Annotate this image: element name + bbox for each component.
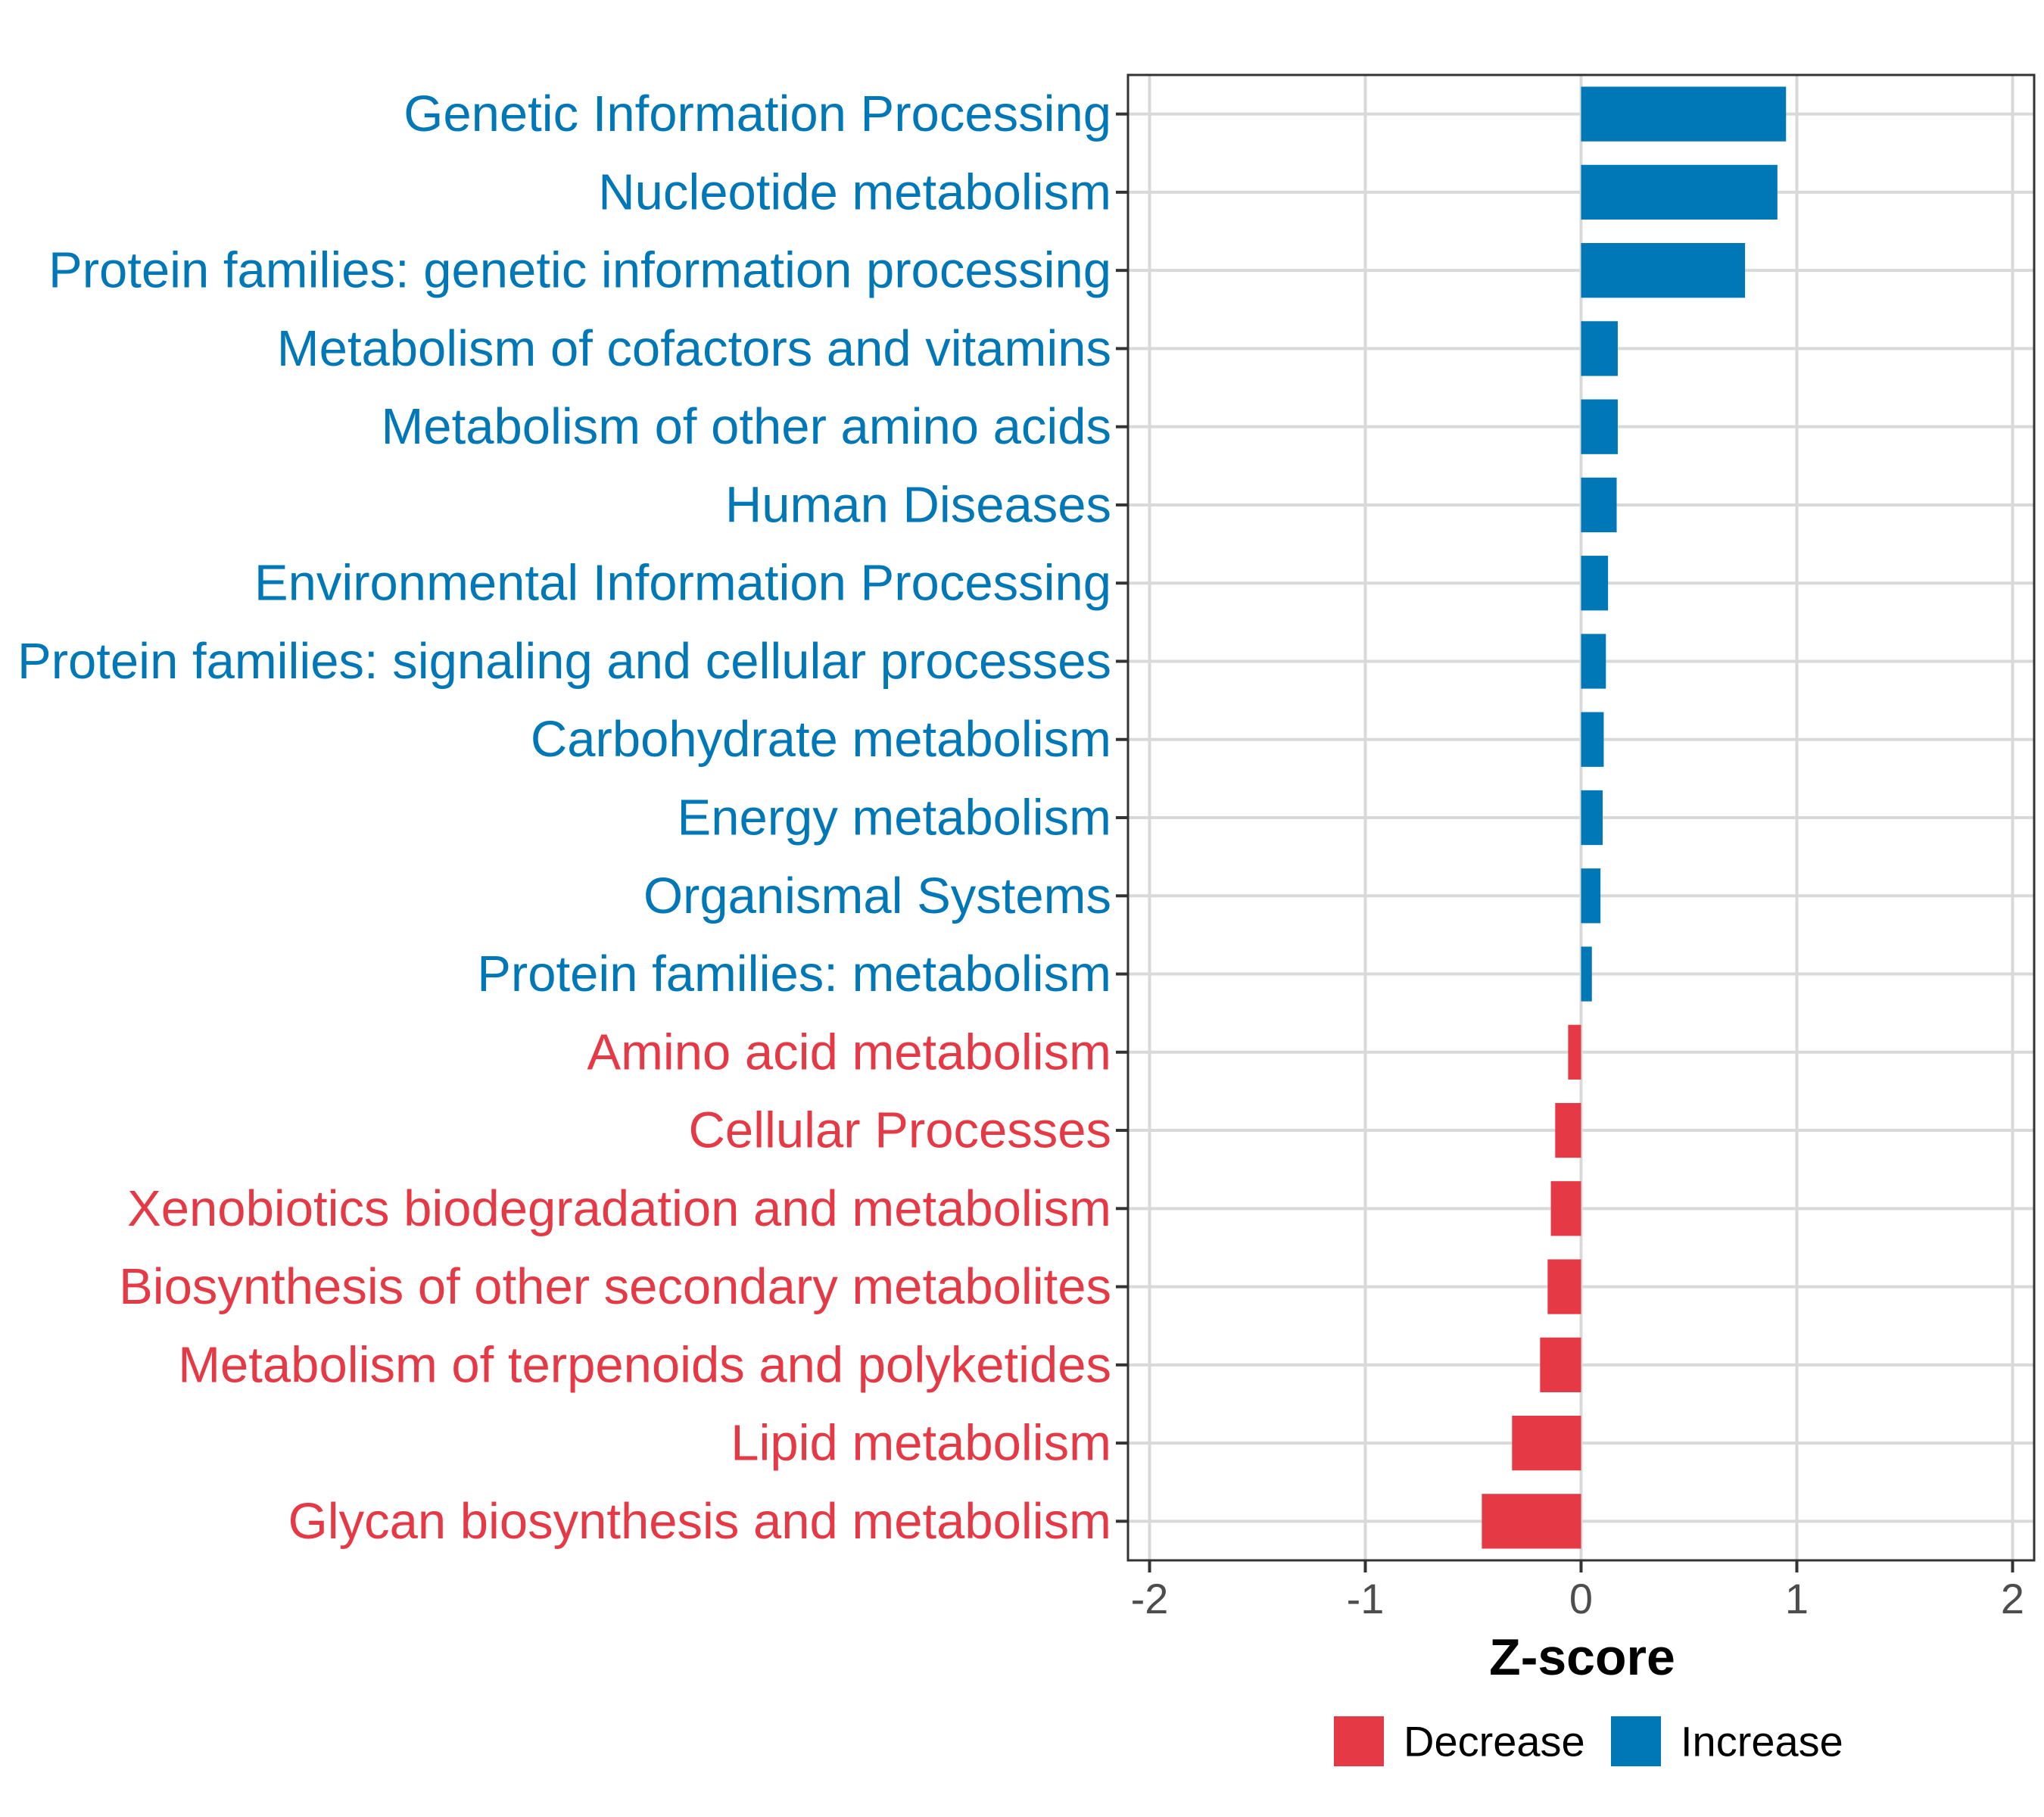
legend-swatch-decrease [1334,1716,1384,1766]
bar [1581,321,1618,376]
x-tick-label: 1 [1785,1575,1809,1622]
category-label: Biosynthesis of other secondary metaboli… [119,1258,1111,1315]
category-label: Protein families: metabolism [477,946,1111,1002]
bar [1581,790,1603,846]
legend-label-decrease: Decrease [1404,1718,1585,1766]
bar [1555,1102,1581,1158]
bar [1512,1415,1581,1471]
x-axis-tick-labels: -2 -1 0 1 2 [1131,1575,2024,1622]
category-label: Protein families: genetic information pr… [48,242,1111,299]
x-axis-title: Z-score [1489,1628,1675,1686]
legend-swatch-increase [1611,1716,1661,1766]
legend: Decrease Increase [1334,1716,1843,1766]
bar [1547,1259,1581,1314]
legend-label-increase: Increase [1681,1718,1843,1766]
category-label: Human Diseases [725,476,1111,533]
y-axis-ticks [1116,112,1128,1523]
x-tick-label: -2 [1131,1575,1169,1622]
category-label: Lipid metabolism [731,1415,1111,1472]
category-label: Metabolism of other amino acids [382,398,1112,455]
bar [1581,86,1787,142]
category-label: Glycan biosynthesis and metabolism [288,1493,1111,1550]
x-tick-label: -1 [1347,1575,1385,1622]
category-label: Metabolism of terpenoids and polyketides [178,1336,1111,1393]
category-label: Cellular Processes [688,1102,1111,1159]
category-label: Nucleotide metabolism [598,164,1111,220]
category-label: Genetic Information Processing [404,86,1111,142]
bar [1581,399,1618,454]
bar [1581,868,1601,924]
bar [1581,477,1617,533]
category-label: Xenobiotics biodegradation and metabolis… [127,1180,1111,1237]
bar [1581,634,1606,689]
bar [1581,243,1746,298]
x-axis-ticks [1148,1560,2014,1572]
bar [1550,1181,1581,1236]
bar [1581,946,1592,1002]
bar [1482,1494,1581,1549]
x-tick-label: 2 [2001,1575,2024,1622]
x-tick-label: 0 [1569,1575,1593,1622]
category-label: Carbohydrate metabolism [531,711,1111,768]
category-label: Metabolism of cofactors and vitamins [277,320,1111,377]
category-label: Environmental Information Processing [254,555,1111,612]
category-label: Amino acid metabolism [587,1024,1111,1080]
bar [1581,164,1778,220]
bar [1540,1337,1581,1392]
category-label: Protein families: signaling and cellular… [17,633,1111,690]
bar [1581,556,1609,611]
category-label: Organismal Systems [643,868,1111,924]
bars [1482,86,1787,1549]
category-label: Energy metabolism [678,790,1111,846]
bar [1581,712,1604,767]
y-axis-category-labels: Genetic Information Processing Nucleotide… [17,86,1111,1550]
bar [1568,1024,1581,1080]
